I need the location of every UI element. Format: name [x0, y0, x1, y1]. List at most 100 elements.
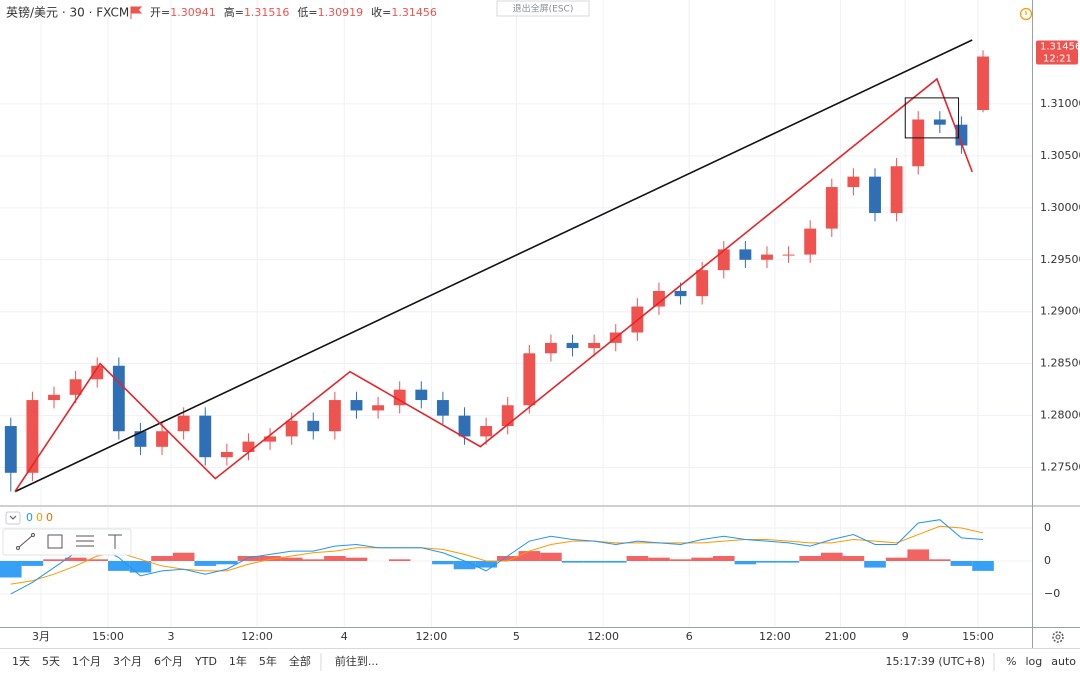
- settings-icon-core: [1055, 634, 1061, 640]
- x-tick-label: 5: [513, 630, 520, 643]
- price-tag: [1036, 40, 1078, 65]
- x-tick-label: 12:00: [241, 630, 273, 643]
- ohlc-label: 收=: [371, 5, 391, 19]
- candle-body: [933, 119, 946, 125]
- candle-body: [112, 365, 125, 432]
- macd-histogram-bar: [842, 556, 865, 561]
- macd-histogram-bar: [929, 559, 951, 561]
- macd-histogram-bar: [64, 557, 87, 561]
- trend-line: [14, 39, 973, 493]
- candle-body: [4, 426, 17, 473]
- settings-icon[interactable]: [1052, 631, 1064, 643]
- macd-histogram-bar: [388, 559, 411, 561]
- range-button[interactable]: 3个月: [113, 655, 142, 668]
- macd-histogram-bar: [151, 556, 173, 561]
- macd-histogram-bar: [885, 557, 908, 561]
- candle-body: [869, 176, 881, 214]
- text-tool[interactable]: [108, 534, 122, 549]
- candle-body: [588, 342, 601, 349]
- macd-histogram-bar: [518, 551, 541, 561]
- y-tick-label: 1.31000: [1040, 97, 1080, 110]
- candle-body: [156, 431, 168, 447]
- chevron-icon: [9, 515, 17, 520]
- macd-histogram-bar: [712, 556, 735, 561]
- macd-histogram-bar: [496, 556, 519, 561]
- macd-histogram-bar: [583, 560, 605, 563]
- indicator-collapse[interactable]: [5, 511, 21, 525]
- macd-histogram-bar: [129, 560, 152, 573]
- range-button[interactable]: YTD: [194, 655, 217, 668]
- alert-icon[interactable]: [1019, 7, 1033, 21]
- candle-body: [523, 353, 536, 406]
- candle-body: [220, 452, 233, 458]
- range-button[interactable]: 5年: [259, 654, 277, 668]
- scale-option[interactable]: %: [1006, 655, 1016, 668]
- scale-option[interactable]: auto: [1051, 655, 1076, 668]
- macd-histogram-bar: [604, 560, 627, 563]
- macd-histogram-bar: [907, 549, 930, 561]
- macd-legend-value: 0: [26, 511, 33, 524]
- x-tick-label: 3: [168, 630, 175, 643]
- macd-histogram-bar: [691, 557, 713, 561]
- macd-histogram-bar: [561, 560, 584, 563]
- goto-button[interactable]: 前往到...: [335, 654, 379, 668]
- range-button[interactable]: 5天: [42, 655, 60, 668]
- candle-body: [199, 415, 212, 458]
- macd-histogram-bar: [345, 557, 368, 561]
- drawing-toolbar: [2, 528, 132, 556]
- rectangle-tool[interactable]: [47, 534, 63, 549]
- fib-tool[interactable]: [76, 535, 94, 547]
- candle-body: [955, 124, 968, 146]
- y-tick-label: 0: [1044, 554, 1051, 567]
- macd-histogram-bar: [734, 560, 757, 565]
- candle-body: [717, 249, 730, 271]
- macd-histogram-bar: [777, 560, 800, 563]
- macd-legend-value: 0: [46, 511, 53, 524]
- candle-body: [372, 405, 385, 411]
- ohlc-legend: 开=1.30941 高=1.31516 低=1.30919 收=1.31456: [150, 5, 437, 19]
- macd-histogram-bar: [172, 552, 195, 561]
- line-tool[interactable]: [17, 534, 34, 549]
- fullscreen-exit-button[interactable]: [496, 0, 590, 17]
- ohlc-label: 低=: [297, 6, 317, 19]
- line-tool-handle: [16, 546, 20, 550]
- macd-histogram-bar: [648, 557, 670, 561]
- macd-histogram-bar: [475, 560, 497, 568]
- candle-body: [242, 441, 255, 453]
- candle-body: [696, 270, 709, 297]
- range-button[interactable]: 全部: [289, 654, 311, 668]
- range-button[interactable]: 1年: [229, 654, 247, 668]
- flag-icon[interactable]: [130, 6, 143, 19]
- candle-body: [69, 379, 82, 395]
- macd-histogram-bar: [43, 559, 65, 561]
- macd-histogram-bar: [0, 560, 22, 578]
- scale-option[interactable]: log: [1025, 655, 1042, 668]
- candle-body: [26, 400, 39, 473]
- y-tick-label: 1.27500: [1040, 461, 1080, 474]
- range-button[interactable]: 6个月: [154, 655, 183, 668]
- bottom-toolbar: 1天 5天 1个月 3个月 6个月 YTD 1年 5年 全部 前往到... 15:17:39 (UT…: [12, 653, 1076, 671]
- macd-histogram-bar: [950, 560, 973, 566]
- macd-histogram-bar: [237, 556, 260, 561]
- macd-histogram-bar: [302, 559, 325, 561]
- ohlc-value: 1.30941: [170, 6, 216, 19]
- macd-histogram-bar: [626, 556, 649, 561]
- range-button[interactable]: 1个月: [72, 655, 101, 668]
- macd-histogram-bar: [280, 557, 303, 561]
- candle-body: [307, 420, 320, 432]
- candle-body: [890, 166, 903, 214]
- macd-histogram-bar: [86, 559, 109, 561]
- ohlc-value: 1.31456: [391, 6, 437, 19]
- y-tick-label: 1.30500: [1040, 149, 1080, 162]
- candle-body: [458, 415, 471, 437]
- x-tick-label: 15:00: [962, 630, 994, 643]
- candle-body: [912, 119, 925, 167]
- y-tick-label: 1.30000: [1040, 201, 1080, 214]
- macd-histogram-bar: [864, 560, 886, 568]
- countdown-label: 12:21: [1043, 54, 1072, 65]
- macd-histogram-bar: [21, 560, 44, 566]
- range-button[interactable]: 1天: [12, 655, 30, 668]
- macd-histogram-bar: [540, 552, 562, 561]
- line-tool-handle: [31, 533, 35, 537]
